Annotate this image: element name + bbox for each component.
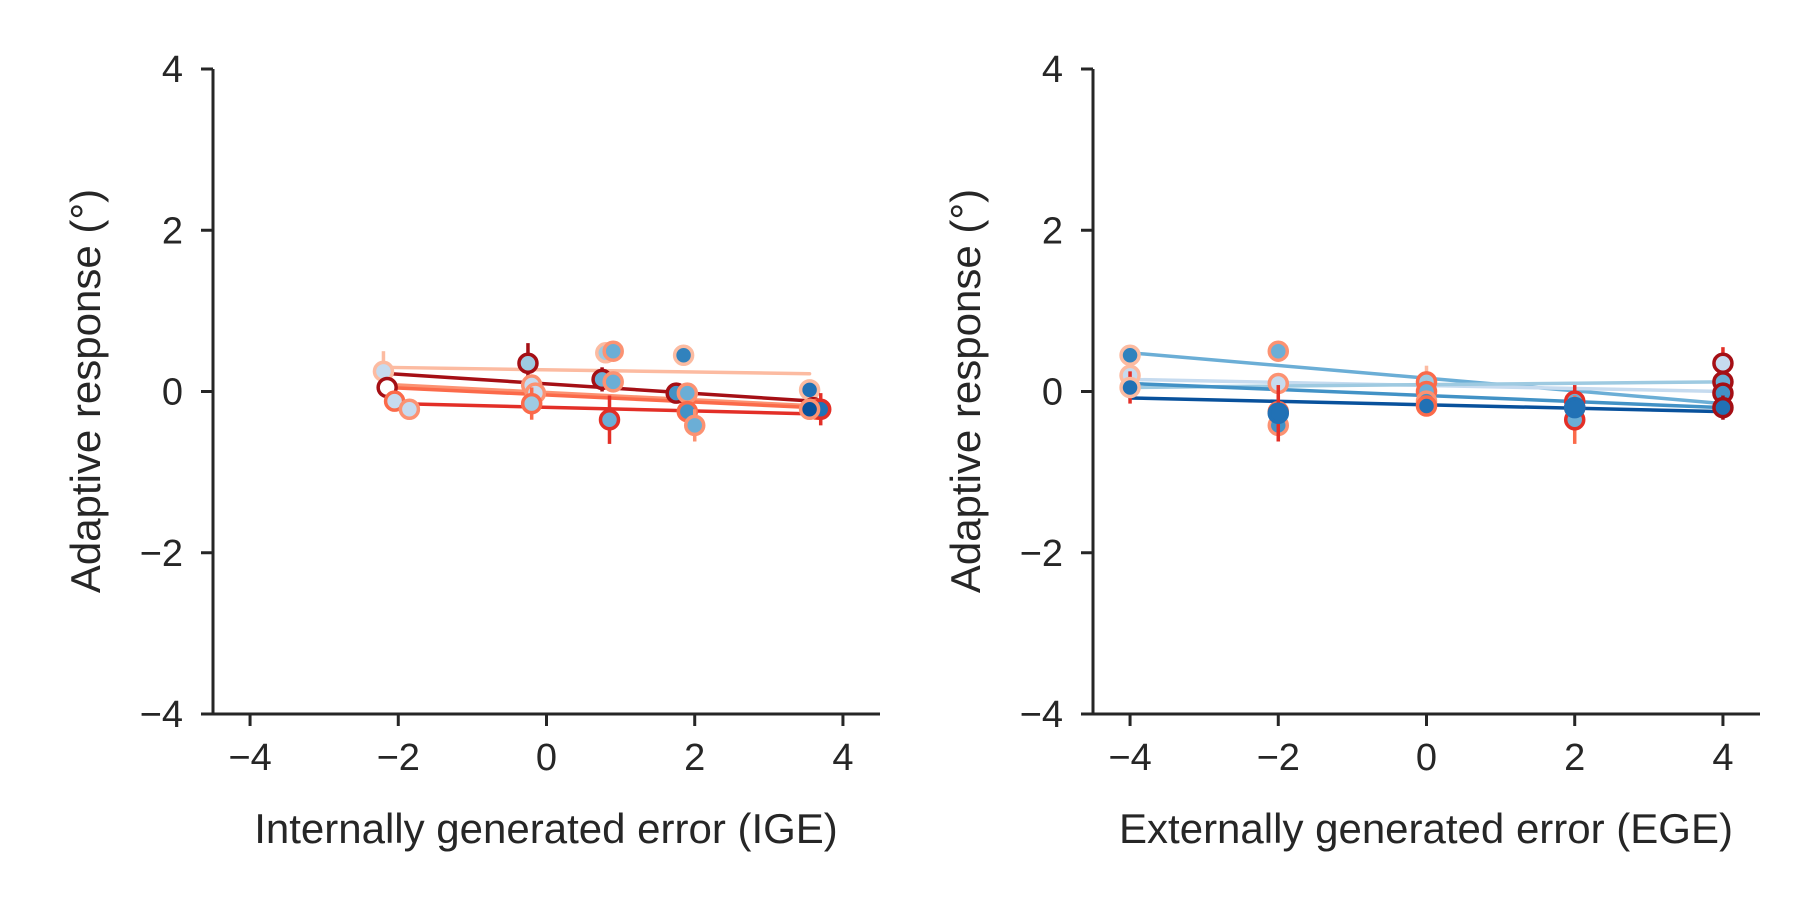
y-ticks: −4 −2 0 2 4 xyxy=(1020,49,1093,736)
panel-ige: −4 −2 0 2 4 −4 −2 0 2 4 Internally generated err… xyxy=(62,49,880,852)
data-point xyxy=(517,352,539,375)
data-point xyxy=(1712,352,1734,375)
data-point xyxy=(1712,396,1734,419)
y-tick-label: 2 xyxy=(1042,210,1063,252)
data-point xyxy=(676,382,699,404)
data-point xyxy=(398,398,421,420)
data-point xyxy=(798,379,821,401)
fit-line xyxy=(385,385,816,410)
x-tick-label: 4 xyxy=(832,737,853,779)
y-axis-label: Adaptive response (°) xyxy=(62,189,109,593)
y-tick-label: 4 xyxy=(162,49,183,91)
y-tick-label: 2 xyxy=(162,210,183,252)
x-axis-label: Internally generated error (IGE) xyxy=(254,805,838,852)
x-ticks: −4 −2 0 2 4 xyxy=(1108,714,1734,779)
data-point xyxy=(683,414,706,437)
data-point xyxy=(1415,395,1438,417)
x-tick-label: 4 xyxy=(1712,737,1733,779)
x-tick-label: 0 xyxy=(1416,737,1437,779)
x-tick-label: −4 xyxy=(228,737,271,779)
data-point xyxy=(602,340,624,362)
fit-line xyxy=(396,383,819,408)
y-tick-label: −2 xyxy=(1020,533,1063,575)
y-ticks: −4 −2 0 2 4 xyxy=(140,49,213,736)
panel-ege: −4 −2 0 2 4 −4 −2 0 2 4 Externally generated err… xyxy=(942,49,1760,852)
plot-points xyxy=(1119,340,1734,444)
data-point xyxy=(1563,396,1586,419)
y-tick-label: −4 xyxy=(140,694,183,736)
data-point xyxy=(1267,402,1290,425)
data-point xyxy=(798,398,821,420)
x-ticks: −4 −2 0 2 4 xyxy=(228,714,854,779)
x-tick-label: 2 xyxy=(1564,737,1585,779)
data-point xyxy=(1119,344,1141,366)
y-tick-label: −4 xyxy=(1020,694,1063,736)
data-point xyxy=(602,371,624,393)
x-tick-label: −4 xyxy=(1108,737,1151,779)
y-tick-label: 0 xyxy=(1042,372,1063,414)
data-point xyxy=(672,344,695,366)
data-point xyxy=(598,408,621,431)
y-tick-label: 0 xyxy=(162,372,183,414)
data-point xyxy=(1119,376,1141,399)
y-tick-label: −2 xyxy=(140,533,183,575)
y-axis-label: Adaptive response (°) xyxy=(942,189,989,593)
x-tick-label: 0 xyxy=(536,737,557,779)
x-tick-label: 2 xyxy=(684,737,705,779)
data-point xyxy=(520,392,543,415)
x-tick-label: −2 xyxy=(377,737,420,779)
plot-points xyxy=(372,340,832,444)
y-tick-label: 4 xyxy=(1042,49,1063,91)
x-axis-label: Externally generated error (EGE) xyxy=(1119,805,1733,852)
data-point xyxy=(1267,340,1290,362)
x-tick-label: −2 xyxy=(1257,737,1300,779)
